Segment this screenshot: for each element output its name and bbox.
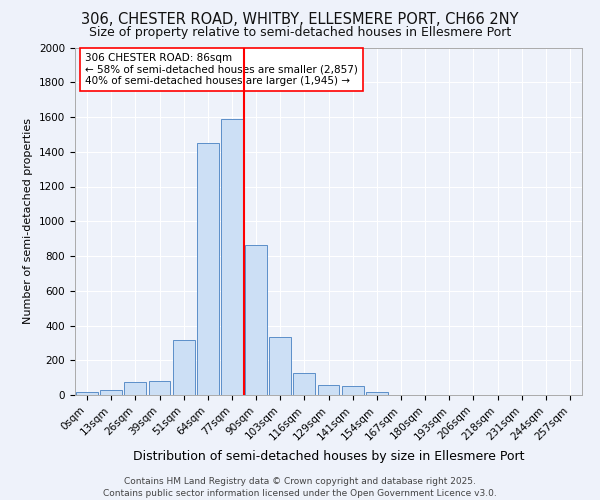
- Text: 306 CHESTER ROAD: 86sqm
← 58% of semi-detached houses are smaller (2,857)
40% of: 306 CHESTER ROAD: 86sqm ← 58% of semi-de…: [85, 52, 358, 86]
- Bar: [293, 374, 315, 395]
- Bar: [197, 143, 218, 395]
- Bar: [269, 337, 291, 395]
- Bar: [221, 118, 243, 395]
- Bar: [317, 384, 340, 395]
- Bar: [149, 381, 170, 395]
- X-axis label: Distribution of semi-detached houses by size in Ellesmere Port: Distribution of semi-detached houses by …: [133, 450, 524, 463]
- Bar: [366, 392, 388, 395]
- Bar: [173, 340, 194, 395]
- Text: Contains HM Land Registry data © Crown copyright and database right 2025.
Contai: Contains HM Land Registry data © Crown c…: [103, 476, 497, 498]
- Text: 306, CHESTER ROAD, WHITBY, ELLESMERE PORT, CH66 2NY: 306, CHESTER ROAD, WHITBY, ELLESMERE POR…: [81, 12, 519, 28]
- Text: Size of property relative to semi-detached houses in Ellesmere Port: Size of property relative to semi-detach…: [89, 26, 511, 39]
- Bar: [100, 390, 122, 395]
- Bar: [245, 244, 267, 395]
- Bar: [76, 392, 98, 395]
- Bar: [124, 382, 146, 395]
- Bar: [342, 386, 364, 395]
- Y-axis label: Number of semi-detached properties: Number of semi-detached properties: [23, 118, 34, 324]
